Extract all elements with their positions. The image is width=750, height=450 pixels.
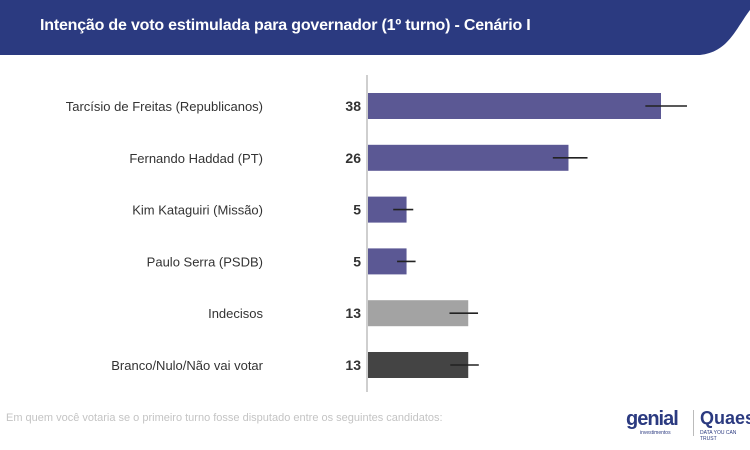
value-label: 13: [345, 357, 361, 373]
genial-logo-sub: investimentos: [640, 430, 671, 436]
value-label: 38: [345, 98, 361, 114]
category-label: Paulo Serra (PSDB): [147, 254, 263, 269]
value-label: 13: [345, 305, 361, 321]
genial-logo: genial: [626, 408, 679, 430]
header-banner: [0, 0, 750, 55]
survey-question: Em quem você votaria se o primeiro turno…: [6, 412, 443, 424]
value-label: 5: [353, 202, 361, 218]
bar: [368, 144, 569, 171]
category-label: Kim Kataguiri (Missão): [132, 203, 263, 218]
category-label: Indecisos: [208, 306, 263, 321]
value-label: 5: [353, 253, 361, 269]
category-label: Tarcísio de Freitas (Republicanos): [66, 99, 263, 114]
bar: [368, 93, 661, 119]
quaest-logo-sub: DATA YOU CAN TRUST: [700, 430, 737, 442]
logo-divider: [693, 410, 694, 436]
page-title: Intenção de voto estimulada para governa…: [40, 17, 531, 34]
quaest-logo: Quaest: [700, 408, 750, 428]
category-label: Branco/Nulo/Não vai votar: [111, 358, 263, 373]
value-label: 26: [345, 150, 361, 166]
category-label: Fernando Haddad (PT): [129, 151, 263, 166]
bar-chart: Tarcísio de Freitas (Republicanos) 38 Fern…: [66, 75, 687, 392]
